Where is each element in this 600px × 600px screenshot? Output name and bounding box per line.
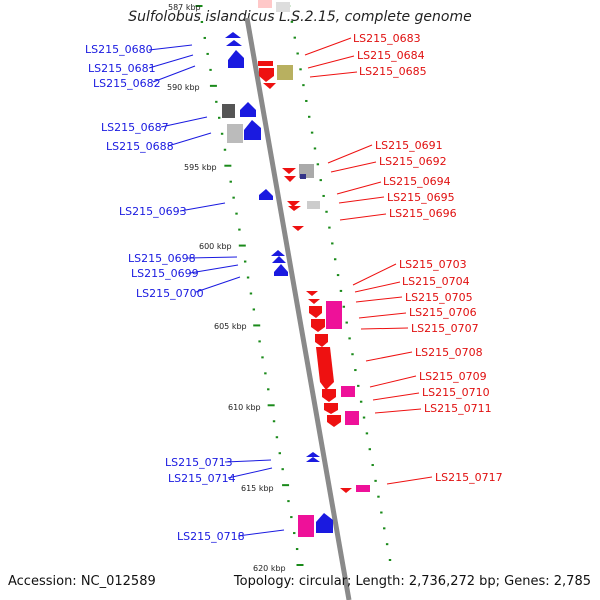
gene-arrow: [225, 32, 241, 38]
gene-label[interactable]: LS215_0685: [359, 65, 427, 78]
gene-arrow: [340, 488, 352, 493]
gene-arrow: [327, 415, 341, 427]
gene-label[interactable]: LS215_0704: [402, 275, 470, 288]
forward-genes: [222, 32, 333, 537]
gene-label[interactable]: LS215_0707: [411, 322, 479, 335]
gene-arrow: [284, 176, 296, 182]
gene-arrow: [226, 40, 242, 46]
gene-arrow: [259, 189, 273, 200]
map-title: Sulfolobus islandicus L.S.2.15, complete…: [128, 9, 472, 25]
kbp-label: 610 kbp: [228, 403, 261, 412]
gene-label[interactable]: LS215_0711: [424, 402, 492, 415]
gene-arrow: [271, 250, 285, 256]
gene-block: [300, 174, 306, 179]
gene-label[interactable]: LS215_0718: [177, 530, 245, 543]
right-gene-labels: LS215_0683 LS215_0684 LS215_0685 LS215_0…: [353, 32, 503, 484]
gene-label[interactable]: LS215_0713: [165, 456, 233, 469]
gene-arrow: [282, 168, 296, 174]
gene-label[interactable]: LS215_0680: [85, 43, 153, 56]
gene-label[interactable]: LS215_0717: [435, 471, 503, 484]
gene-arrow: [315, 334, 328, 347]
gene-arrow: [228, 50, 244, 68]
gene-arrow: [259, 68, 274, 82]
kbp-label: 590 kbp: [167, 83, 200, 92]
gene-label[interactable]: LS215_0682: [93, 77, 161, 90]
genome-summary: Topology: circular; Length: 2,736,272 bp…: [233, 574, 591, 589]
gene-label[interactable]: LS215_0687: [101, 121, 169, 134]
gene-label[interactable]: LS215_0695: [387, 191, 455, 204]
left-leader-lines: [148, 44, 285, 537]
left-gene-labels: LS215_0680 LS215_0681 LS215_0682 LS215_0…: [85, 43, 245, 543]
gene-arrow: [288, 206, 301, 211]
gene-label[interactable]: LS215_0684: [357, 49, 425, 62]
gene-label[interactable]: LS215_0706: [409, 306, 477, 319]
gene-arrow: [311, 319, 325, 332]
gene-arrow: [306, 291, 318, 296]
gene-block: [222, 104, 235, 118]
gene-arrow: [316, 513, 333, 533]
gene-label[interactable]: LS215_0681: [88, 62, 156, 75]
accession-label: Accession: NC_012589: [8, 574, 156, 589]
gene-block: [276, 2, 290, 12]
gene-arrow: [316, 347, 334, 390]
gene-arrow: [309, 306, 322, 318]
gene-block: [277, 65, 293, 80]
scale-labels: 587 kbp 590 kbp 595 kbp 600 kbp 605 kbp …: [167, 3, 286, 573]
kbp-label: 595 kbp: [184, 163, 217, 172]
gene-arrow: [308, 299, 320, 304]
gene-arrow: [287, 201, 300, 207]
right-leader-lines: [304, 37, 433, 485]
gene-label[interactable]: LS215_0688: [106, 140, 174, 153]
gene-arrow: [292, 226, 304, 231]
gene-block: [341, 386, 355, 397]
gene-label[interactable]: LS215_0691: [375, 139, 443, 152]
gene-block: [356, 485, 370, 492]
gene-label[interactable]: LS215_0694: [383, 175, 451, 188]
gene-label[interactable]: LS215_0696: [389, 207, 457, 220]
kbp-label: 620 kbp: [253, 564, 286, 573]
kbp-label: 605 kbp: [214, 322, 247, 331]
genes-top-edge: [258, 0, 290, 12]
gene-block: [298, 515, 314, 537]
reverse-genes: [258, 61, 370, 493]
gene-arrow: [240, 102, 256, 117]
kbp-label: 615 kbp: [241, 484, 274, 493]
gene-label[interactable]: LS215_0692: [379, 155, 447, 168]
gene-block: [227, 124, 243, 143]
gene-label[interactable]: LS215_0698: [128, 252, 196, 265]
genome-backbone: [244, 17, 352, 600]
gene-arrow: [263, 83, 276, 89]
gene-label[interactable]: LS215_0703: [399, 258, 467, 271]
kbp-label: 600 kbp: [199, 242, 232, 251]
gene-arrow: [244, 120, 261, 140]
gene-label[interactable]: LS215_0709: [419, 370, 487, 383]
gene-label[interactable]: LS215_0700: [136, 287, 204, 300]
gene-label[interactable]: LS215_0705: [405, 291, 473, 304]
gene-block: [307, 201, 320, 209]
gene-block: [326, 301, 342, 329]
gene-label[interactable]: LS215_0708: [415, 346, 483, 359]
gene-arrow: [258, 61, 273, 66]
gene-arrow: [306, 457, 320, 462]
gene-label[interactable]: LS215_0683: [353, 32, 421, 45]
gene-label[interactable]: LS215_0693: [119, 205, 187, 218]
kbp-label: 587 kbp: [168, 3, 201, 12]
gene-block: [258, 0, 272, 8]
gene-arrow: [322, 389, 336, 402]
gene-arrow: [306, 452, 320, 457]
gene-label[interactable]: LS215_0714: [168, 472, 236, 485]
gene-block: [345, 411, 359, 425]
gene-label[interactable]: LS215_0699: [131, 267, 199, 280]
gene-label[interactable]: LS215_0710: [422, 386, 490, 399]
gene-arrow: [274, 264, 288, 276]
gene-arrow: [324, 403, 338, 414]
gene-arrow: [272, 256, 286, 263]
